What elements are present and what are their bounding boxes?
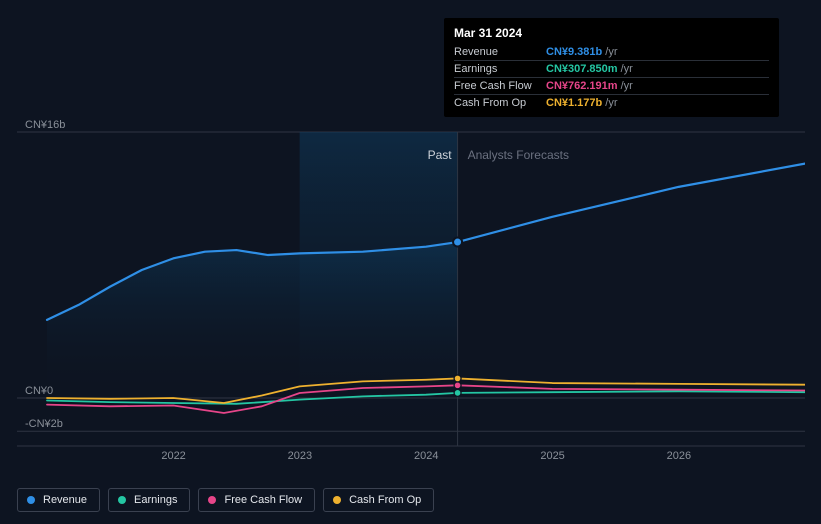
tooltip-row-unit: /yr [605, 46, 617, 58]
legend-swatch [118, 496, 126, 504]
tooltip-date: Mar 31 2024 [454, 26, 769, 40]
y-axis-label: CN¥0 [25, 385, 53, 397]
forecast-label: Analysts Forecasts [468, 148, 569, 162]
legend-label: Free Cash Flow [224, 494, 302, 506]
tooltip-row-label: Cash From Op [454, 97, 546, 109]
legend-swatch [333, 496, 341, 504]
tooltip-row: RevenueCN¥9.381b/yr [454, 44, 769, 61]
tooltip-row-value: CN¥9.381b [546, 46, 602, 58]
tooltip-row-unit: /yr [621, 63, 633, 75]
tooltip-rows: RevenueCN¥9.381b/yrEarningsCN¥307.850m/y… [454, 44, 769, 111]
past-label: Past [428, 148, 452, 162]
tooltip-row: EarningsCN¥307.850m/yr [454, 61, 769, 78]
tooltip-row: Cash From OpCN¥1.177b/yr [454, 95, 769, 111]
x-axis-label: 2026 [667, 450, 691, 462]
y-axis-label: CN¥16b [25, 119, 65, 131]
legend-item-revenue[interactable]: Revenue [17, 488, 100, 512]
x-axis-label: 2022 [161, 450, 185, 462]
legend-label: Cash From Op [349, 494, 421, 506]
legend-item-freecashflow[interactable]: Free Cash Flow [198, 488, 315, 512]
legend-swatch [208, 496, 216, 504]
chart-legend: Revenue Earnings Free Cash Flow Cash From O… [17, 488, 434, 512]
y-axis-label: -CN¥2b [25, 418, 63, 430]
tooltip-row-label: Earnings [454, 63, 546, 75]
tooltip-row-label: Free Cash Flow [454, 80, 546, 92]
legend-item-earnings[interactable]: Earnings [108, 488, 190, 512]
tooltip-row-unit: /yr [621, 80, 633, 92]
tooltip-row: Free Cash FlowCN¥762.191m/yr [454, 78, 769, 95]
tooltip-row-unit: /yr [605, 97, 617, 109]
legend-label: Earnings [134, 494, 177, 506]
legend-label: Revenue [43, 494, 87, 506]
legend-swatch [27, 496, 35, 504]
tooltip-row-label: Revenue [454, 46, 546, 58]
x-axis-label: 2023 [288, 450, 312, 462]
x-axis-label: 2025 [540, 450, 564, 462]
tooltip-row-value: CN¥762.191m [546, 80, 618, 92]
tooltip-row-value: CN¥1.177b [546, 97, 602, 109]
tooltip-row-value: CN¥307.850m [546, 63, 618, 75]
x-axis-label: 2024 [414, 450, 438, 462]
legend-item-cashfromop[interactable]: Cash From Op [323, 488, 434, 512]
chart-tooltip: Mar 31 2024 RevenueCN¥9.381b/yrEarningsC… [444, 18, 779, 117]
